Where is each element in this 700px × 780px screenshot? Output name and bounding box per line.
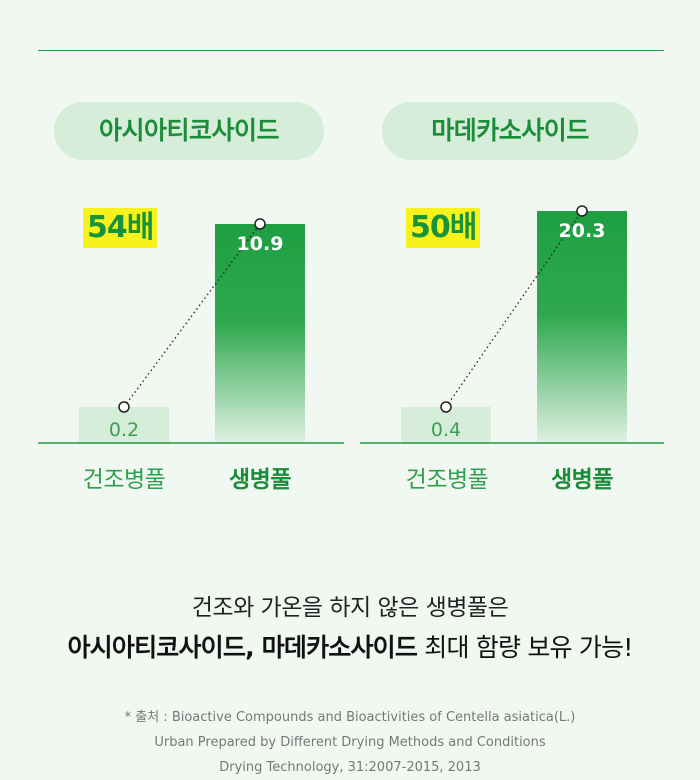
- ratio-badge-asiaticoside: 54배: [83, 208, 158, 248]
- headline-rest: 최대 함량 보유 가능!: [417, 633, 633, 662]
- source-line-1: * 출처 : Bioactive Compounds and Bioactivi…: [124, 710, 576, 725]
- value-label-dried: 0.2: [109, 419, 139, 441]
- data-point-dried: [440, 401, 452, 413]
- category-label-fresh: 생병풀: [229, 467, 291, 493]
- bar-fresh: [215, 224, 305, 443]
- bar-chart-svg: 0.2 10.9 0.4 20.3: [38, 205, 664, 444]
- category-label-dried: 건조병풀: [405, 467, 489, 493]
- value-label-fresh: 10.9: [237, 233, 284, 255]
- headline-line-1: 건조와 가온을 하지 않은 생병풀은: [191, 595, 509, 621]
- category-label-fresh: 생병풀: [551, 467, 613, 493]
- chart-title-asiaticoside: 아시아티코사이드: [54, 102, 324, 160]
- value-label-dried: 0.4: [431, 419, 461, 441]
- category-label-dried: 건조병풀: [82, 467, 166, 493]
- headline-line-2: 아시아티코사이드, 마데카소사이드 최대 함량 보유 가능!: [0, 628, 700, 664]
- trend-dotted-line: [123, 223, 261, 408]
- top-divider: [38, 50, 664, 51]
- bar-dried: [401, 407, 491, 443]
- trend-dotted-line: [445, 210, 583, 408]
- source-line-2: Urban Prepared by Different Drying Metho…: [154, 735, 546, 750]
- bar-fresh: [537, 211, 627, 443]
- bar-dried: [79, 407, 169, 443]
- data-point-dried: [118, 401, 130, 413]
- value-label-fresh: 20.3: [559, 220, 606, 242]
- comparison-charts: 아시아티코사이드 54배 건조병풀 생병풀 마데카소사이드 50배 건조병풀 생…: [38, 102, 664, 493]
- chart-title-madecassoside: 마데카소사이드: [382, 102, 638, 160]
- data-point-fresh: [576, 205, 588, 217]
- data-point-fresh: [254, 218, 266, 230]
- ratio-badge-madecassoside: 50배: [406, 208, 481, 248]
- source-line-3: Drying Technology, 31:2007-2015, 2013: [219, 760, 481, 775]
- headline-emphasis: 아시아티코사이드, 마데카소사이드: [67, 633, 418, 662]
